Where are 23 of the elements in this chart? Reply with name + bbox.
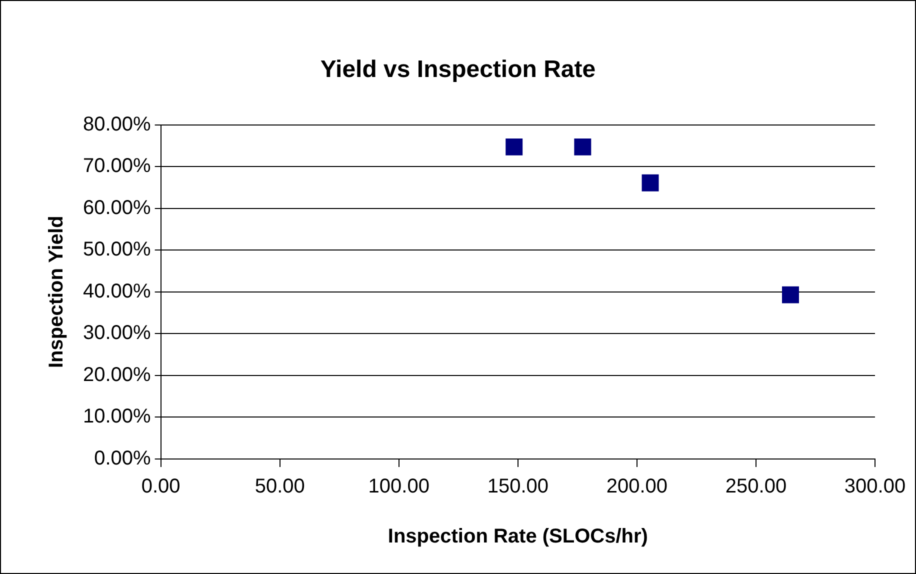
y-tick-label: 70.00% — [82, 155, 152, 178]
y-tick-label: 50.00% — [82, 238, 152, 261]
y-tick-label: 40.00% — [82, 280, 152, 302]
x-tick-label: 250.00 — [725, 476, 787, 498]
x-tick-label: 0.00 — [141, 476, 180, 498]
x-tick-label: 100.00 — [368, 476, 430, 498]
x-tick-label: 50.00 — [254, 476, 305, 498]
point — [506, 138, 523, 156]
y-tick-label: 0.00% — [94, 448, 152, 470]
x-tick-label: 200.00 — [606, 476, 668, 498]
x-tick-label: 150.00 — [487, 476, 548, 498]
point — [642, 174, 659, 192]
x-axis-title: Inspection Rate (SLOCs/hr) — [388, 526, 648, 548]
y-tick-label: 10.00% — [82, 406, 152, 428]
y-tick-label: 30.00% — [82, 322, 152, 344]
y-tick-label: 20.00% — [82, 364, 152, 386]
chart-title: Yield vs Inspection Rate — [320, 56, 596, 84]
y-tick-label: 60.00% — [82, 196, 152, 219]
point — [782, 286, 799, 304]
point — [574, 138, 592, 156]
y-tick-label: 80.00% — [82, 113, 152, 136]
y-axis-title: Inspection Yield — [46, 216, 68, 368]
x-tick-label: 300.00 — [844, 476, 906, 498]
